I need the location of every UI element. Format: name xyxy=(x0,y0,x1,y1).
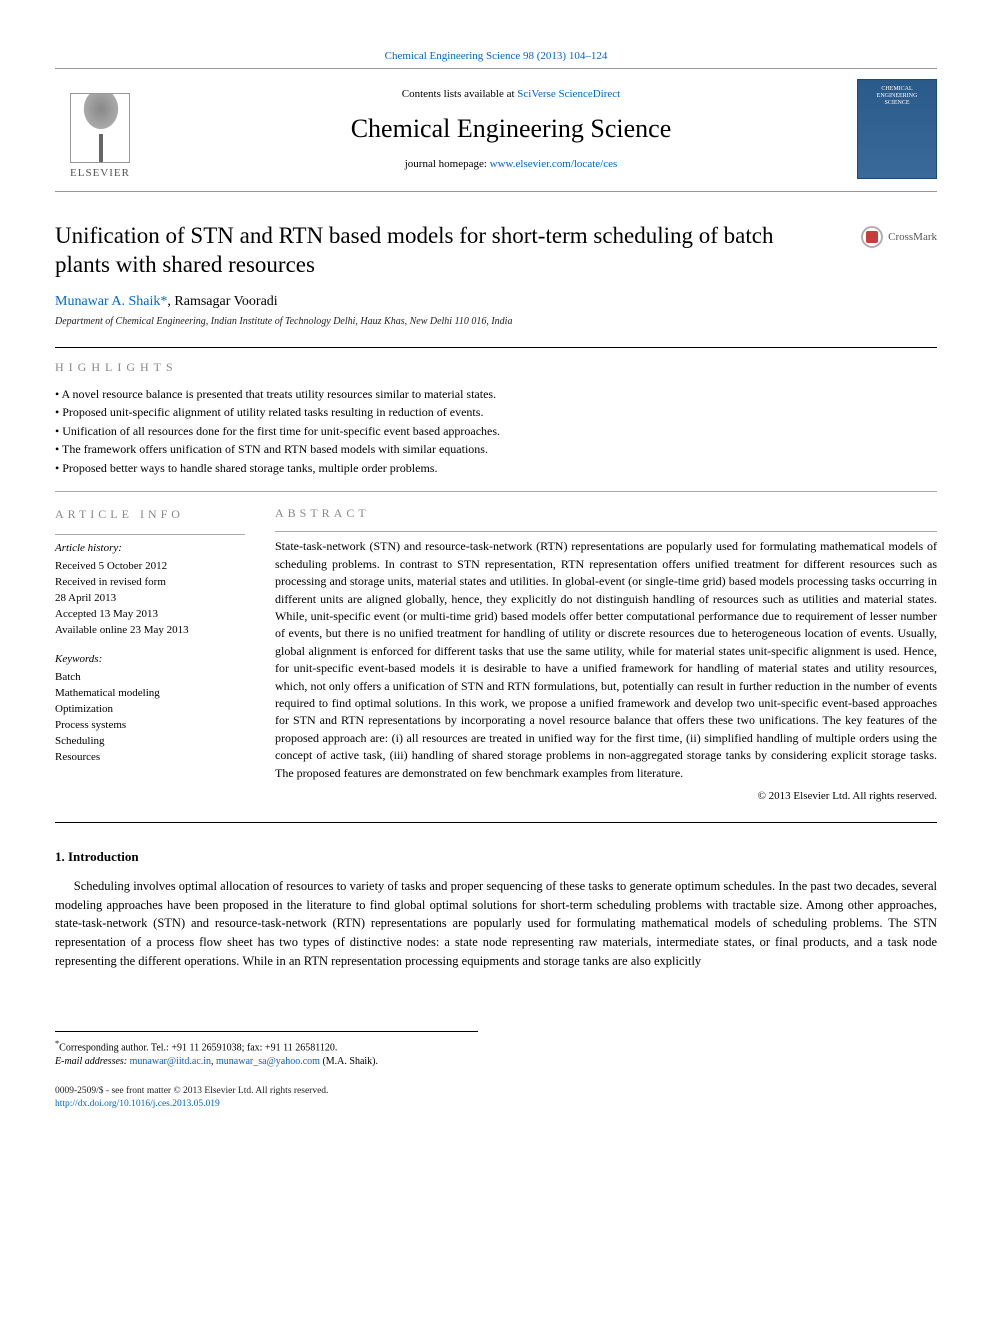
affiliation: Department of Chemical Engineering, Indi… xyxy=(55,316,937,327)
homepage-link[interactable]: www.elsevier.com/locate/ces xyxy=(490,158,618,170)
crossmark-label: CrossMark xyxy=(888,231,937,243)
cover-line2: ENGINEERING xyxy=(877,93,918,100)
crossmark-badge[interactable]: CrossMark xyxy=(861,226,937,248)
history-revised-label: Received in revised form xyxy=(55,575,245,591)
article-history: Article history: Received 5 October 2012… xyxy=(55,541,245,639)
publisher-name: ELSEVIER xyxy=(70,167,130,179)
publisher-logo: ELSEVIER xyxy=(55,79,145,179)
email-label: E-mail addresses: xyxy=(55,1056,130,1067)
history-received: Received 5 October 2012 xyxy=(55,559,245,575)
keyword: Mathematical modeling xyxy=(55,686,245,702)
authors-line: Munawar A. Shaik*, Ramsagar Vooradi xyxy=(55,294,937,310)
keyword: Process systems xyxy=(55,718,245,734)
keywords-title: Keywords: xyxy=(55,652,245,668)
rule-abstract xyxy=(275,531,937,532)
abstract-heading: abstract xyxy=(275,506,937,521)
contents-prefix: Contents lists available at xyxy=(402,88,517,100)
cover-line1: CHEMICAL xyxy=(881,86,912,93)
intro-heading: 1. Introduction xyxy=(55,849,937,865)
introduction-section: 1. Introduction Scheduling involves opti… xyxy=(55,849,937,971)
highlights-list: A novel resource balance is presented th… xyxy=(55,385,937,478)
author-1-link[interactable]: Munawar A. Shaik xyxy=(55,294,160,309)
highlight-item: Proposed unit-specific alignment of util… xyxy=(55,403,937,422)
email-who: (M.A. Shaik). xyxy=(320,1056,378,1067)
crossmark-icon xyxy=(861,226,883,248)
citation-link[interactable]: Chemical Engineering Science 98 (2013) 1… xyxy=(385,50,608,62)
intro-paragraph: Scheduling involves optimal allocation o… xyxy=(55,877,937,971)
email-2-link[interactable]: munawar_sa@yahoo.com xyxy=(216,1056,320,1067)
email-footnote: E-mail addresses: munawar@iitd.ac.in, mu… xyxy=(55,1055,478,1069)
rule-2 xyxy=(55,491,937,492)
footnote-corr: Corresponding author. Tel.: +91 11 26591… xyxy=(59,1042,337,1053)
cover-line3: SCIENCE xyxy=(884,100,909,107)
elsevier-tree-icon xyxy=(70,93,130,163)
abstract-copyright: © 2013 Elsevier Ltd. All rights reserved… xyxy=(275,790,937,802)
homepage-line: journal homepage: www.elsevier.com/locat… xyxy=(165,158,857,170)
footer-meta: 0009-2509/$ - see front matter © 2013 El… xyxy=(55,1085,937,1112)
highlight-item: The framework offers unification of STN … xyxy=(55,440,937,459)
rule-1 xyxy=(55,347,937,348)
footnotes: *Corresponding author. Tel.: +91 11 2659… xyxy=(55,1031,478,1069)
author-2: Ramsagar Vooradi xyxy=(174,294,277,309)
history-title: Article history: xyxy=(55,541,245,557)
highlight-item: A novel resource balance is presented th… xyxy=(55,385,937,404)
journal-name: Chemical Engineering Science xyxy=(165,114,857,144)
rule-info xyxy=(55,534,245,535)
corresponding-footnote: *Corresponding author. Tel.: +91 11 2659… xyxy=(55,1038,478,1055)
keyword: Batch xyxy=(55,670,245,686)
rule-3 xyxy=(55,822,937,823)
doi-link[interactable]: http://dx.doi.org/10.1016/j.ces.2013.05.… xyxy=(55,1099,220,1109)
contents-list-line: Contents lists available at SciVerse Sci… xyxy=(165,88,857,100)
issn-line: 0009-2509/$ - see front matter © 2013 El… xyxy=(55,1085,937,1098)
highlight-item: Proposed better ways to handle shared st… xyxy=(55,459,937,478)
highlight-item: Unification of all resources done for th… xyxy=(55,422,937,441)
journal-header-band: ELSEVIER Contents lists available at Sci… xyxy=(55,68,937,192)
abstract-text: State-task-network (STN) and resource-ta… xyxy=(275,538,937,781)
keyword: Optimization xyxy=(55,702,245,718)
keyword: Scheduling xyxy=(55,734,245,750)
history-online: Available online 23 May 2013 xyxy=(55,623,245,639)
citation-header: Chemical Engineering Science 98 (2013) 1… xyxy=(55,50,937,62)
highlights-heading: HIGHLIGHTS xyxy=(55,360,937,375)
email-1-link[interactable]: munawar@iitd.ac.in xyxy=(130,1056,211,1067)
journal-cover-thumb: CHEMICAL ENGINEERING SCIENCE xyxy=(857,79,937,179)
crossmark-inner-icon xyxy=(866,231,878,243)
article-info-heading: article info xyxy=(55,506,245,523)
keywords-block: Keywords: Batch Mathematical modeling Op… xyxy=(55,652,245,766)
sciencedirect-link[interactable]: SciVerse ScienceDirect xyxy=(517,88,620,100)
keyword: Resources xyxy=(55,750,245,766)
history-accepted: Accepted 13 May 2013 xyxy=(55,607,245,623)
article-title: Unification of STN and RTN based models … xyxy=(55,222,937,280)
homepage-prefix: journal homepage: xyxy=(405,158,490,170)
highlights-section: HIGHLIGHTS A novel resource balance is p… xyxy=(55,360,937,478)
history-revised-date: 28 April 2013 xyxy=(55,591,245,607)
